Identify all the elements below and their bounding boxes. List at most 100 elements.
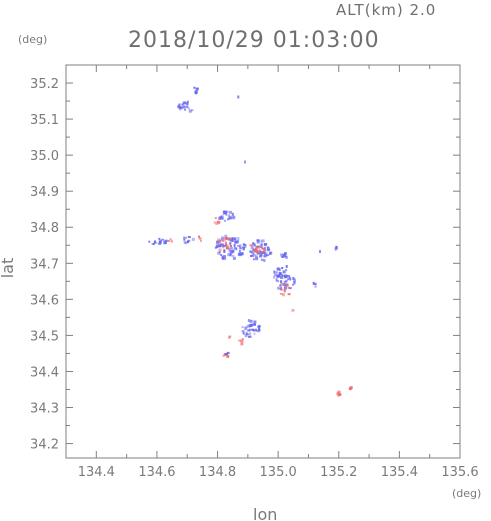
data-point bbox=[223, 239, 226, 242]
data-point bbox=[275, 271, 278, 274]
data-point bbox=[237, 244, 241, 247]
data-point bbox=[292, 277, 295, 280]
data-point bbox=[293, 281, 296, 285]
data-point bbox=[275, 278, 278, 282]
data-point bbox=[214, 246, 217, 249]
y-tick-label: 34.4 bbox=[30, 365, 59, 380]
x-tick-label: 134.8 bbox=[199, 465, 236, 480]
data-point bbox=[222, 239, 225, 242]
data-point bbox=[279, 292, 283, 295]
data-point bbox=[280, 253, 284, 257]
data-point bbox=[278, 272, 282, 276]
data-point bbox=[231, 212, 234, 216]
data-point bbox=[218, 248, 222, 252]
data-point bbox=[222, 255, 226, 259]
data-point bbox=[215, 221, 219, 225]
data-point bbox=[182, 105, 186, 109]
data-point bbox=[263, 259, 266, 262]
data-point bbox=[243, 244, 247, 246]
data-point bbox=[312, 281, 315, 285]
x-tick-label: 135.4 bbox=[381, 465, 418, 480]
data-point bbox=[261, 247, 264, 250]
data-point bbox=[227, 214, 230, 218]
data-point bbox=[276, 267, 280, 271]
data-point bbox=[337, 390, 341, 394]
data-point bbox=[287, 286, 290, 289]
data-point bbox=[257, 252, 261, 255]
data-point bbox=[252, 254, 255, 258]
data-point bbox=[256, 239, 260, 242]
data-point bbox=[241, 246, 244, 249]
data-point bbox=[289, 277, 292, 281]
data-point bbox=[281, 256, 284, 258]
data-point bbox=[293, 280, 296, 283]
x-tick-label: 134.4 bbox=[78, 465, 115, 480]
data-point bbox=[167, 240, 170, 242]
data-point bbox=[293, 278, 296, 281]
data-point bbox=[215, 244, 219, 248]
data-point bbox=[216, 240, 220, 243]
data-point bbox=[200, 239, 202, 242]
data-point bbox=[190, 109, 194, 112]
data-point bbox=[254, 244, 256, 247]
data-point bbox=[260, 243, 263, 246]
data-point bbox=[282, 270, 286, 274]
data-point bbox=[284, 275, 288, 278]
y-tick-label: 35.2 bbox=[30, 77, 59, 92]
data-point bbox=[228, 217, 231, 220]
data-point bbox=[277, 274, 281, 277]
data-point bbox=[224, 257, 227, 260]
data-point bbox=[282, 253, 285, 257]
data-point bbox=[249, 319, 253, 323]
data-point bbox=[255, 257, 259, 261]
data-point bbox=[255, 246, 259, 249]
data-point bbox=[252, 244, 256, 247]
data-point bbox=[226, 244, 229, 247]
data-point bbox=[314, 284, 317, 288]
data-point bbox=[255, 248, 258, 252]
data-point bbox=[249, 250, 252, 253]
data-point bbox=[161, 238, 165, 241]
data-point bbox=[283, 280, 287, 283]
data-point bbox=[229, 247, 233, 249]
y-tick-label: 34.2 bbox=[30, 438, 59, 453]
data-point bbox=[225, 213, 228, 216]
data-point bbox=[285, 255, 288, 259]
data-points bbox=[148, 86, 353, 398]
data-point bbox=[187, 100, 189, 103]
data-point bbox=[187, 236, 191, 238]
data-point bbox=[163, 241, 166, 243]
data-point bbox=[191, 237, 195, 241]
data-point bbox=[277, 286, 280, 290]
data-point bbox=[196, 87, 199, 90]
data-point bbox=[169, 239, 173, 242]
data-point bbox=[269, 251, 272, 255]
x-tick-label: 135.2 bbox=[320, 465, 357, 480]
data-point bbox=[259, 245, 262, 248]
data-point bbox=[232, 215, 236, 219]
data-point bbox=[224, 219, 227, 222]
data-point bbox=[261, 258, 264, 261]
y-tick-label: 34.7 bbox=[30, 257, 59, 272]
data-point bbox=[230, 253, 233, 256]
data-point bbox=[314, 282, 317, 285]
data-point bbox=[226, 351, 230, 354]
y-tick-label: 35.1 bbox=[30, 113, 59, 128]
data-point bbox=[259, 255, 262, 258]
data-point bbox=[338, 393, 342, 396]
data-point bbox=[260, 251, 263, 254]
x-tick-label: 135.6 bbox=[441, 465, 478, 480]
data-point bbox=[229, 239, 233, 242]
data-point bbox=[284, 282, 287, 285]
data-point bbox=[256, 329, 260, 332]
data-point bbox=[234, 240, 238, 244]
data-point bbox=[252, 242, 255, 245]
x-tick-label: 134.6 bbox=[138, 465, 175, 480]
data-point bbox=[285, 269, 288, 272]
data-point bbox=[280, 286, 283, 290]
x-unit-label: (deg) bbox=[452, 487, 481, 500]
data-point bbox=[193, 86, 196, 89]
data-point bbox=[266, 247, 270, 251]
data-point bbox=[241, 338, 244, 340]
